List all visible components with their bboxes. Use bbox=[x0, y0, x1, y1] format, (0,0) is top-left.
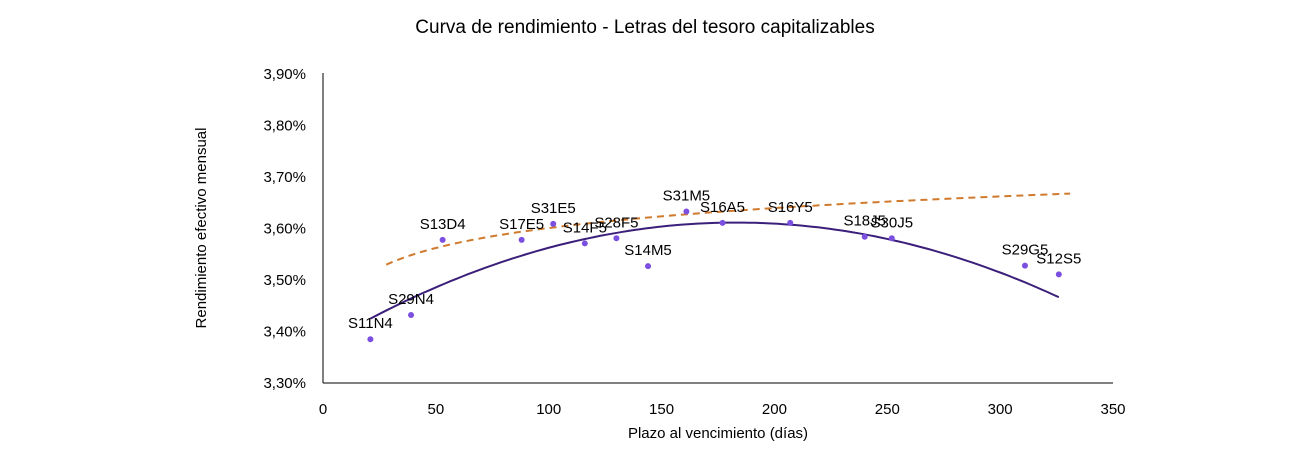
trend-lines bbox=[369, 192, 1071, 320]
x-tick-label: 100 bbox=[536, 401, 561, 418]
data-point bbox=[888, 235, 895, 242]
data-label: S17E5 bbox=[499, 216, 544, 233]
y-tick-label: 3,60% bbox=[263, 221, 306, 238]
y-tick-label: 3,70% bbox=[263, 169, 306, 186]
data-point bbox=[581, 240, 588, 247]
data-label: S16Y5 bbox=[768, 199, 813, 216]
data-point bbox=[787, 219, 794, 226]
x-tick-label: 150 bbox=[649, 401, 674, 418]
y-tick-label: 3,80% bbox=[263, 118, 306, 135]
x-axis-title: Plazo al vencimiento (días) bbox=[628, 425, 808, 442]
data-point bbox=[550, 220, 557, 227]
data-label: S18J5 bbox=[843, 213, 886, 230]
y-tick-label: 3,40% bbox=[263, 324, 306, 341]
y-tick-label: 3,30% bbox=[263, 375, 306, 392]
y-tick-label: 3,50% bbox=[263, 272, 306, 289]
data-label: S31E5 bbox=[531, 200, 576, 217]
data-label: S11N4 bbox=[348, 315, 393, 332]
x-tick-label: 50 bbox=[428, 401, 445, 418]
data-point bbox=[367, 336, 374, 343]
x-tick-label: 0 bbox=[319, 401, 327, 418]
y-axis-title: Rendimiento efectivo mensual bbox=[193, 128, 210, 329]
data-label: S14F5 bbox=[563, 219, 607, 236]
chart-title: Curva de rendimiento - Letras del tesoro… bbox=[415, 17, 874, 38]
data-label: S28F5 bbox=[594, 214, 638, 231]
data-point bbox=[439, 236, 446, 243]
data-point bbox=[408, 312, 415, 319]
data-point bbox=[613, 235, 620, 242]
polynomial-trendline bbox=[369, 221, 1060, 320]
data-label: S13D4 bbox=[420, 216, 466, 233]
data-point bbox=[683, 208, 690, 215]
axes: 0 50 100 150 200 250 300 350 3,30% 3,40% 3,50% 3,60… bbox=[263, 66, 1125, 418]
data-label: S29N4 bbox=[388, 291, 434, 308]
data-point bbox=[645, 263, 652, 270]
data-label: S12S5 bbox=[1036, 250, 1081, 267]
data-label: S14M5 bbox=[624, 242, 672, 259]
x-tick-label: 250 bbox=[875, 401, 900, 418]
data-label: S29G5 bbox=[1002, 242, 1049, 259]
data-point bbox=[518, 236, 525, 243]
data-point bbox=[719, 219, 726, 226]
data-label: S30J5 bbox=[871, 214, 914, 231]
data-point bbox=[861, 233, 868, 240]
x-tick-label: 350 bbox=[1100, 401, 1125, 418]
data-label: S31M5 bbox=[663, 188, 711, 205]
x-tick-label: 200 bbox=[762, 401, 787, 418]
y-tick-label: 3,90% bbox=[263, 66, 306, 83]
data-label: S16A5 bbox=[700, 199, 745, 216]
data-point bbox=[1055, 271, 1062, 278]
data-point bbox=[1021, 262, 1028, 269]
x-tick-label: 300 bbox=[988, 401, 1013, 418]
